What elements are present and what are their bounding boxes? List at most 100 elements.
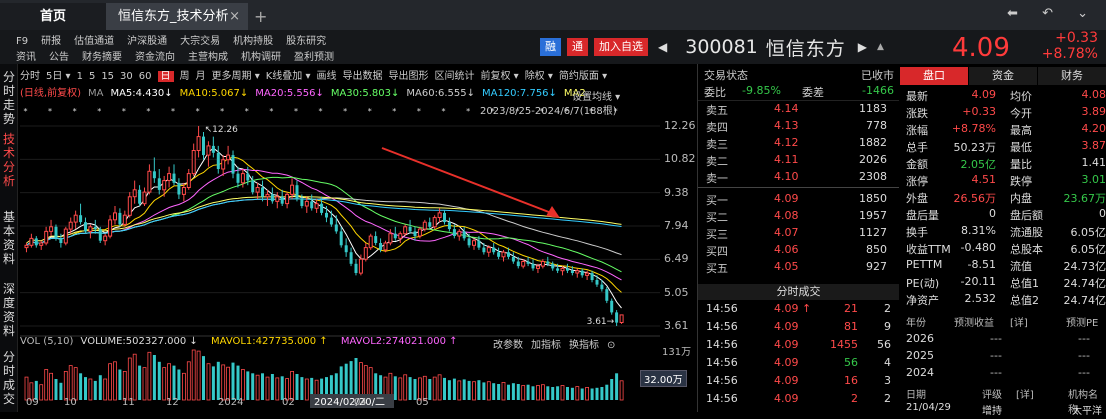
event-marker[interactable]: * (368, 107, 372, 116)
margin-badge[interactable]: 融 (540, 38, 561, 56)
bid-row[interactable]: 买二 4.08 1957 (698, 209, 899, 226)
chart-toolbar-item[interactable]: 导出图形 (388, 71, 429, 82)
rating-header-cell[interactable]: [详] (1016, 390, 1034, 401)
event-marker[interactable]: * (146, 107, 150, 116)
quote-tab[interactable]: 资金 (969, 67, 1037, 85)
chart-toolbar-item[interactable]: 5日 ▾ (46, 71, 71, 82)
event-marker[interactable]: * (441, 107, 445, 116)
chart-toolbar-item[interactable]: 画线 (316, 71, 337, 82)
event-marker[interactable]: * (589, 107, 593, 116)
window-controls[interactable]: ⬅ ↶ ⌄ (1007, 6, 1098, 21)
event-marker[interactable]: * (614, 107, 618, 116)
event-marker[interactable]: * (48, 107, 52, 116)
alert-bell-icon[interactable]: ▲ (877, 42, 884, 52)
add-watchlist-button[interactable]: 加入自选 (594, 38, 648, 56)
chart-toolbar-item[interactable]: 分时 (20, 71, 40, 82)
menu-item[interactable]: 资金流向 (135, 52, 175, 63)
chart-toolbar-item[interactable]: K线叠加 ▾ (265, 71, 311, 82)
event-marker[interactable]: * (122, 107, 126, 116)
event-marker[interactable]: * (491, 107, 495, 116)
menu-item[interactable]: 主营构成 (188, 52, 228, 63)
quote-tab[interactable]: 盘口 (900, 67, 968, 85)
bid-row[interactable]: 买四 4.06 850 (698, 243, 899, 260)
event-marker[interactable]: * (97, 107, 101, 116)
event-marker[interactable]: * (417, 107, 421, 116)
forecast-header-cell[interactable]: [详] (1010, 318, 1028, 329)
ask-row[interactable]: 卖五 4.14 1183 (698, 102, 899, 119)
event-marker[interactable]: * (319, 107, 323, 116)
tab-home[interactable]: 首页 (0, 3, 106, 30)
event-marker[interactable]: * (23, 107, 27, 116)
kline-chart[interactable]: ↖12.26 3.61→ * * * * * * * * * * * * * * * * * * * * * * * * * 09 10… (20, 100, 690, 412)
menu-item[interactable]: 研报 (41, 36, 62, 47)
event-marker[interactable]: * (564, 107, 568, 116)
chart-toolbar-item[interactable]: 前复权 ▾ (480, 71, 519, 82)
next-stock-icon[interactable]: ▶ (857, 40, 868, 54)
event-marker[interactable]: * (515, 107, 519, 116)
candle (79, 215, 83, 223)
bid-row[interactable]: 买五 4.05 927 (698, 260, 899, 277)
menu-item[interactable]: 资讯 (16, 52, 36, 63)
menu-item[interactable]: 盈利预测 (294, 52, 334, 63)
add-tab-icon[interactable]: + (254, 7, 268, 26)
volume-tool[interactable]: 换指标 (569, 340, 599, 351)
quote-tab[interactable]: 财务 (1038, 67, 1106, 85)
ask-row[interactable]: 卖四 4.13 778 (698, 119, 899, 136)
menu-item[interactable]: 财务摘要 (82, 52, 122, 63)
chart-toolbar-item[interactable]: 除权 ▾ (524, 71, 553, 82)
menu-item[interactable]: 公告 (49, 52, 69, 63)
menu-item[interactable]: 机构持股 (233, 36, 274, 47)
event-marker[interactable]: * (343, 107, 347, 116)
bid-row[interactable]: 买一 4.09 1850 (698, 192, 899, 209)
event-marker[interactable]: * (171, 107, 175, 116)
volume-tool[interactable]: 加指标 (531, 340, 561, 351)
chart-toolbar-item[interactable]: 更多周期 ▾ (211, 71, 260, 82)
volume-bar (379, 375, 383, 400)
prev-stock-icon[interactable]: ◀ (658, 40, 668, 54)
chart-toolbar-item[interactable]: 简约版面 ▾ (558, 71, 608, 82)
close-icon[interactable]: × (229, 9, 240, 24)
connect-badge[interactable]: 通 (567, 38, 588, 56)
volume-tool[interactable]: ⊙ (607, 340, 616, 351)
chart-toolbar-item[interactable]: 导出数据 (342, 71, 383, 82)
left-nav-item[interactable]: 分时成交 (2, 350, 15, 406)
chart-toolbar-item[interactable]: 月 (195, 71, 206, 82)
event-marker[interactable]: * (73, 107, 77, 116)
ask-row[interactable]: 卖三 4.12 1882 (698, 136, 899, 153)
chart-toolbar-item[interactable]: 区间统计 (434, 71, 475, 82)
chart-toolbar-item[interactable]: 1 (76, 71, 83, 82)
event-marker[interactable]: * (294, 107, 298, 116)
chart-toolbar-item[interactable]: 日 (157, 71, 174, 82)
ask-row[interactable]: 卖一 4.10 2308 (698, 170, 899, 187)
left-nav-item[interactable]: 分时走势 (2, 70, 15, 126)
menu-item[interactable]: 股东研究 (286, 36, 327, 47)
event-marker[interactable]: * (196, 107, 200, 116)
chart-toolbar-item[interactable]: 30 (120, 71, 133, 82)
bid-volume: 1127 (859, 226, 887, 239)
tab-technical-analysis[interactable]: 恒信东方_技术分析 × (106, 3, 248, 30)
left-nav-item[interactable]: 深度资料 (2, 282, 15, 338)
left-nav-item[interactable]: 技术分析 (2, 132, 15, 188)
menu-item[interactable]: 估值通道 (74, 36, 115, 47)
candle (231, 155, 235, 174)
candle (526, 261, 530, 264)
event-marker[interactable]: * (540, 107, 544, 116)
volume-tool[interactable]: 改参数 (493, 340, 523, 351)
chart-toolbar-item[interactable]: 60 (138, 71, 152, 82)
menu-item[interactable]: 大宗交易 (180, 36, 221, 47)
ask-row[interactable]: 卖二 4.11 2026 (698, 153, 899, 170)
event-marker[interactable]: * (269, 107, 273, 116)
menu-item[interactable]: 机构调研 (241, 52, 281, 63)
event-marker[interactable]: * (245, 107, 249, 116)
event-marker[interactable]: * (466, 107, 470, 116)
menu-item[interactable]: 沪深股通 (127, 36, 168, 47)
menu-item[interactable]: F9 (16, 36, 29, 47)
chart-toolbar-item[interactable]: 周 (179, 71, 190, 82)
set-ma-button[interactable]: 设置均线 ▾ (572, 92, 621, 103)
chart-toolbar-item[interactable]: 15 (101, 71, 115, 82)
bid-row[interactable]: 买三 4.07 1127 (698, 226, 899, 243)
chart-toolbar-item[interactable]: 5 (88, 71, 96, 82)
event-marker[interactable]: * (220, 107, 224, 116)
event-marker[interactable]: * (392, 107, 396, 116)
left-nav-item[interactable]: 基本资料 (2, 210, 15, 266)
